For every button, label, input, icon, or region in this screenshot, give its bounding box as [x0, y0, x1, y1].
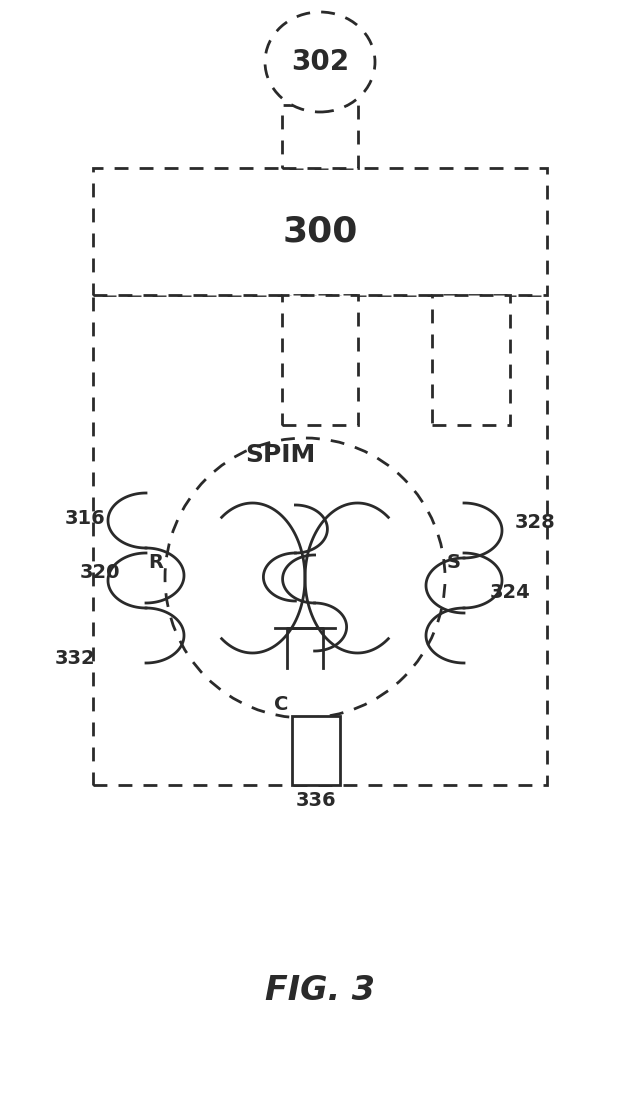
- Text: 336: 336: [296, 791, 336, 810]
- Text: 302: 302: [291, 48, 349, 76]
- Text: 332: 332: [54, 648, 95, 668]
- Text: R: R: [148, 553, 163, 572]
- Text: 300: 300: [282, 215, 358, 248]
- Ellipse shape: [265, 12, 375, 112]
- Bar: [432, 295, 510, 425]
- Text: 320: 320: [80, 563, 120, 583]
- Circle shape: [165, 437, 445, 719]
- Text: S: S: [447, 553, 461, 572]
- Text: FIG. 3: FIG. 3: [265, 973, 375, 1006]
- Bar: [93, 168, 547, 295]
- Bar: [282, 295, 358, 425]
- Text: C: C: [274, 695, 288, 714]
- Text: 324: 324: [490, 583, 531, 603]
- Text: 328: 328: [515, 514, 556, 532]
- Bar: [292, 716, 340, 785]
- Text: 316: 316: [65, 508, 106, 528]
- Bar: [282, 105, 358, 168]
- Text: SPIM: SPIM: [245, 443, 315, 467]
- Bar: [93, 295, 547, 785]
